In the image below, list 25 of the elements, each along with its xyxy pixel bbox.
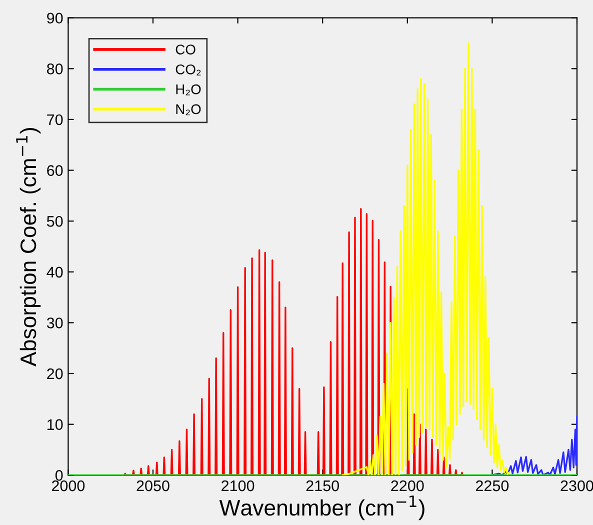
- legend-label: N₂O: [176, 104, 201, 116]
- legend-label: CO: [176, 44, 196, 54]
- y-tick-label: 20: [47, 368, 63, 380]
- x-tick-label: 2000: [52, 480, 85, 492]
- x-tick-label: 2050: [136, 480, 170, 492]
- y-tick-label: 90: [47, 12, 63, 24]
- x-tick-label: 2200: [391, 480, 424, 492]
- y-tick-label: 70: [47, 114, 63, 126]
- legend-label: CO₂: [176, 64, 201, 76]
- legend-label: H₂O: [176, 84, 201, 96]
- x-tick-label: 2150: [306, 480, 339, 492]
- x-axis-title: Wavenumber (cm$^{−1}$): [219, 496, 424, 520]
- x-tick-label: 2300: [560, 480, 593, 492]
- x-tick-label: 2100: [222, 480, 254, 492]
- line-series: [342, 42, 510, 476]
- x-tick-label: 2250: [476, 480, 509, 492]
- y-tick-label: 80: [47, 64, 63, 74]
- y-tick-label: 10: [48, 419, 63, 430]
- y-tick-label: 30: [46, 318, 63, 328]
- y-axis-title: Absorption Coef. (cm$^{−1}$): [16, 128, 41, 366]
- y-tick-label: 0: [55, 470, 63, 481]
- y-tick-label: 50: [46, 216, 63, 227]
- y-tick-label: 40: [46, 266, 63, 278]
- y-tick-label: 60: [47, 165, 63, 176]
- line-series: [491, 416, 577, 476]
